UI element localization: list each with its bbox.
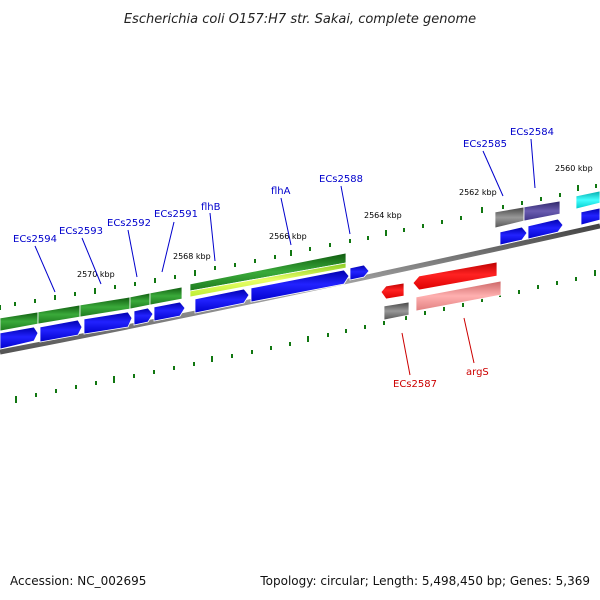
gene-label-ecs2592[interactable]: ECs2592 — [107, 218, 151, 229]
gene-arrow-ecs2591[interactable] — [153, 301, 186, 322]
map-title: Escherichia coli O157:H7 str. Sakai, com… — [124, 12, 476, 27]
gene-arrow-ecs2592[interactable] — [83, 311, 133, 335]
gene-arrow-flhb[interactable] — [194, 288, 250, 314]
genome-summary-text: Topology: circular; Length: 5,498,450 bp… — [259, 574, 590, 588]
gene-arrow-ecs2593[interactable] — [39, 319, 83, 343]
gene-label-ecs2591[interactable]: ECs2591 — [154, 209, 198, 220]
label-leaders — [34, 138, 536, 376]
gene-arrow-ecs2587[interactable] — [380, 282, 405, 300]
gene-label-ecs2594[interactable]: ECs2594 — [13, 234, 57, 245]
cog-track-reverse — [383, 280, 502, 321]
accession-text: Accession: NC_002695 — [10, 574, 146, 588]
gene-arrow-ecs2584[interactable] — [527, 218, 564, 240]
gene-label-ecs2593[interactable]: ECs2593 — [59, 226, 103, 237]
outer-ticks — [0, 184, 597, 310]
cog-block-ecs2585[interactable] — [494, 206, 525, 229]
cog-track-forward — [0, 190, 600, 332]
gene-arrow-args[interactable] — [412, 261, 498, 291]
scale-label-2560: 2560 kbp — [555, 164, 593, 173]
gene-label-args[interactable]: argS — [466, 367, 489, 378]
gene-arrow-flha[interactable] — [250, 269, 350, 303]
scale-label-2562: 2562 kbp — [459, 188, 497, 197]
gene-arrow-ecs2592b[interactable] — [133, 307, 154, 326]
gene-label-ecs2587[interactable]: ECs2587 — [393, 379, 437, 390]
scale-label-2564: 2564 kbp — [364, 211, 402, 220]
gene-label-flha[interactable]: flhA — [271, 186, 291, 197]
cog-block-ecs2592b[interactable] — [129, 292, 151, 310]
cog-block-ecs2587[interactable] — [383, 301, 410, 321]
gene-arrow-ecs2585[interactable] — [499, 226, 528, 246]
cog-block-flha-lime[interactable] — [189, 262, 347, 298]
scale-label-2568: 2568 kbp — [173, 252, 211, 261]
cog-block-args[interactable] — [415, 280, 502, 312]
cog-block-cyan[interactable] — [575, 190, 600, 210]
gene-label-ecs2584[interactable]: ECs2584 — [510, 127, 554, 138]
cog-block-ecs2584[interactable] — [523, 200, 561, 222]
reverse-genes — [380, 261, 498, 300]
gene-arrow-ecs2594[interactable] — [0, 326, 39, 350]
gene-label-ecs2585[interactable]: ECs2585 — [463, 139, 507, 150]
scale-label-2570: 2570 kbp — [77, 270, 115, 279]
forward-genes — [0, 207, 600, 350]
gene-arrow-ecs2588[interactable] — [349, 264, 370, 281]
scale-label-2566: 2566 kbp — [269, 232, 307, 241]
cog-block-ecs2591[interactable] — [149, 286, 183, 306]
gene-label-ecs2588[interactable]: ECs2588 — [319, 174, 363, 185]
gene-arrow-right-edge[interactable] — [580, 207, 600, 226]
gene-label-flhb[interactable]: flhB — [201, 202, 221, 213]
